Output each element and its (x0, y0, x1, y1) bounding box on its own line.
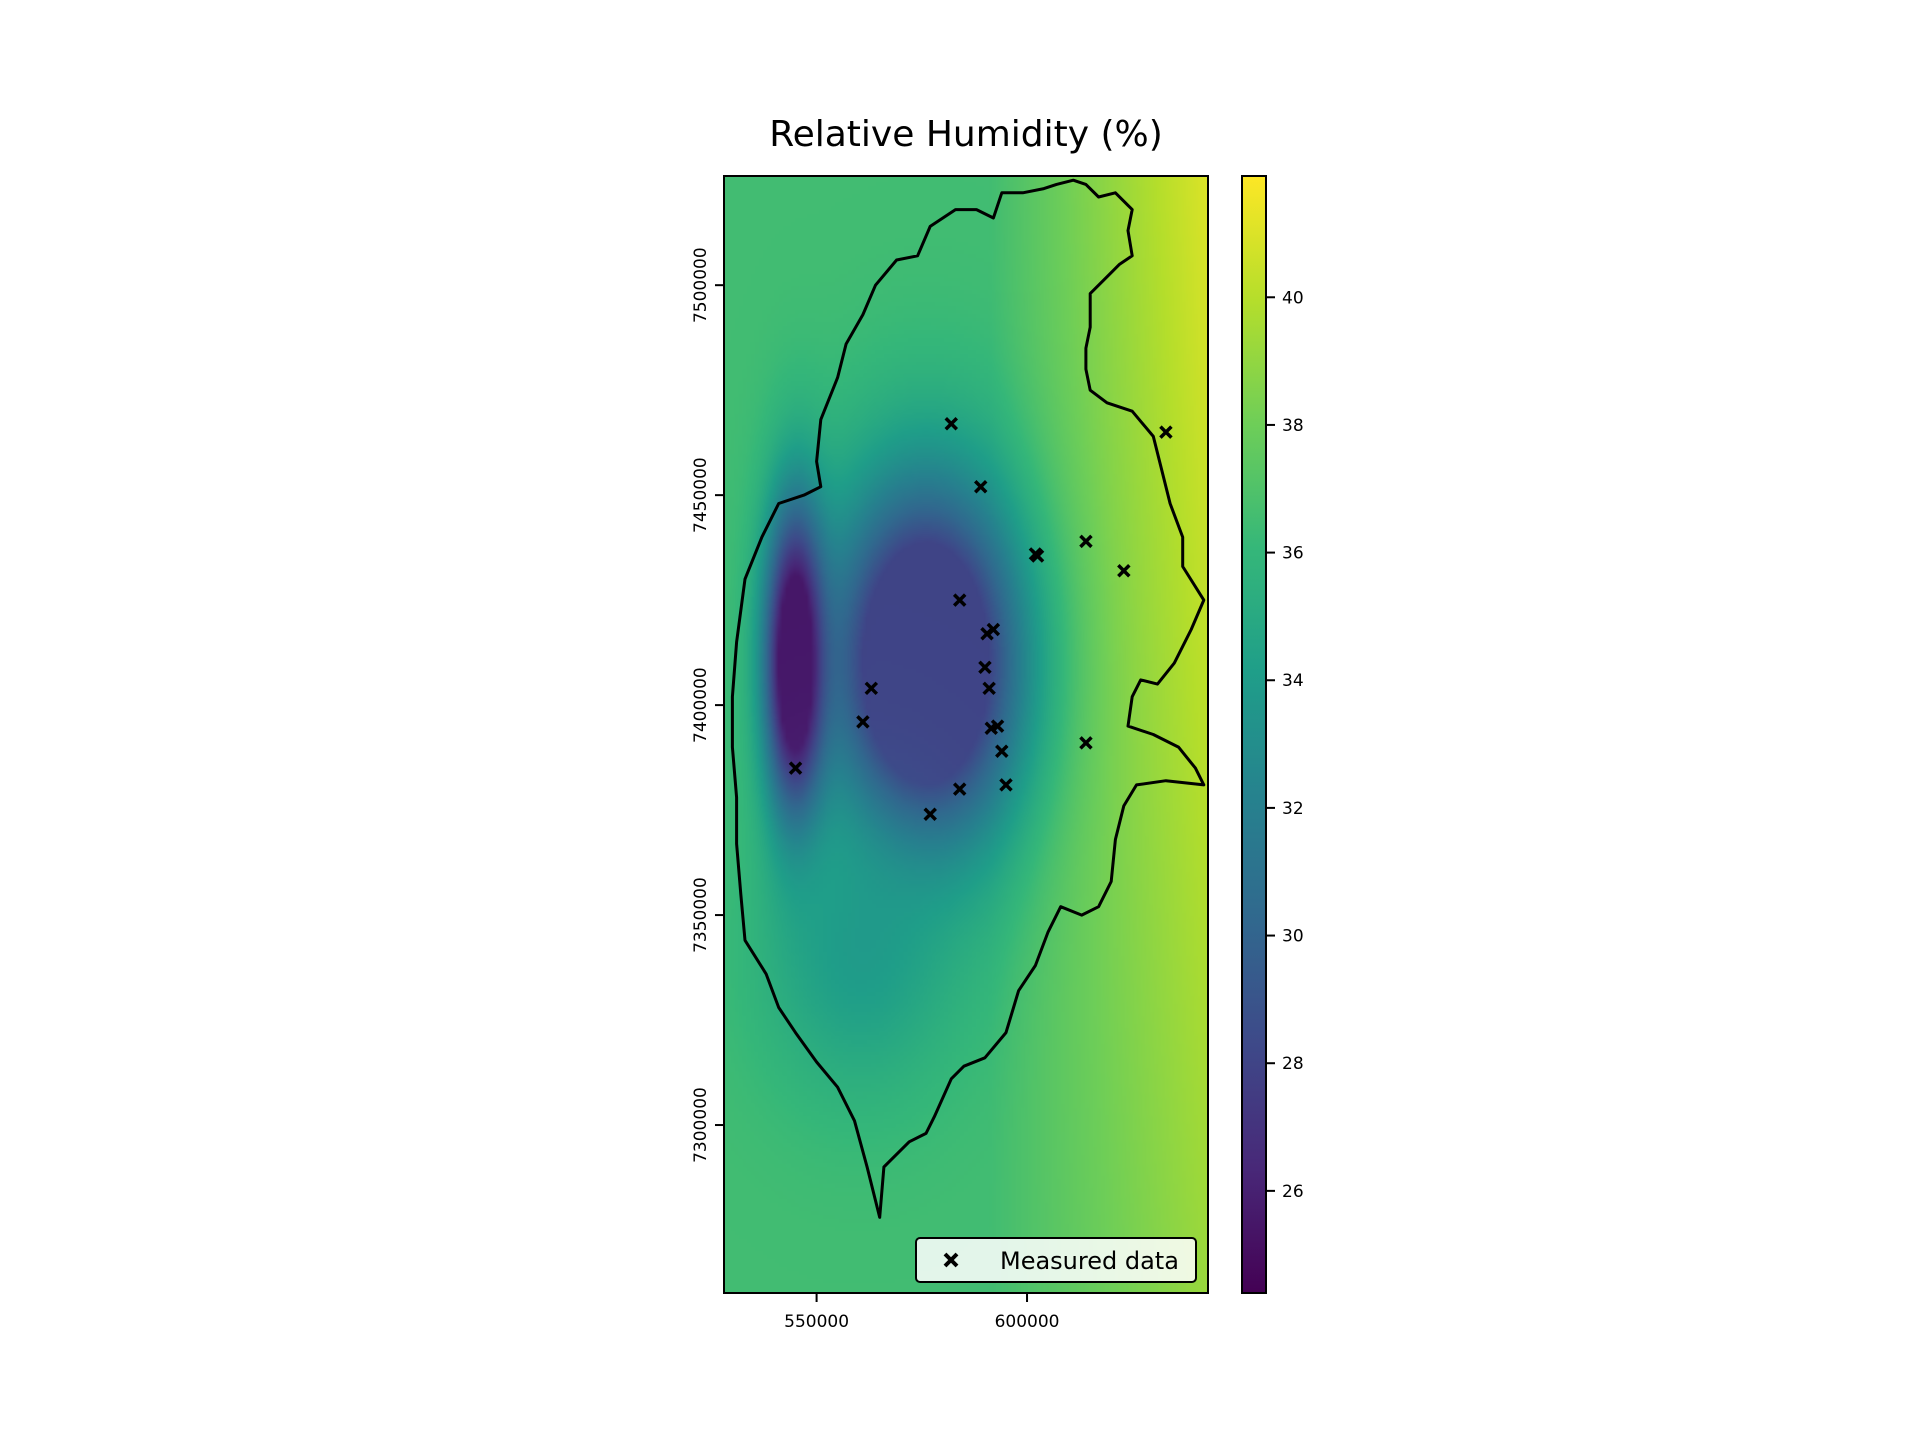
measured-point (973, 480, 988, 494)
measured-point (1117, 563, 1131, 578)
chart-title: Relative Humidity (%) (769, 114, 1163, 155)
measured-point (999, 778, 1013, 792)
x-axis: 550000 600000 (784, 1293, 1059, 1332)
colorbar-tick-label: 26 (1282, 1182, 1304, 1202)
measured-point (995, 744, 1009, 759)
plot-frame (723, 175, 1209, 1294)
measured-point (1079, 534, 1093, 549)
y-tick-label: 7500000 (691, 247, 711, 323)
colorbar-tick-label: 28 (1282, 1054, 1304, 1074)
colorbar: 26 28 30 32 34 36 38 40 (1241, 175, 1304, 1294)
measured-point (923, 807, 937, 822)
colorbar-ticks: 26 28 30 32 34 36 38 40 (1266, 288, 1304, 1202)
measured-point (980, 626, 994, 641)
y-tick-label: 7300000 (691, 1087, 711, 1163)
measured-point (952, 593, 967, 607)
legend-marker-x (943, 1252, 959, 1268)
measured-point (1159, 425, 1173, 439)
colorbar-tick-label: 30 (1282, 927, 1304, 947)
measured-point (978, 660, 992, 675)
y-tick-label: 7450000 (691, 457, 711, 533)
measured-point (952, 782, 967, 796)
colorbar-tick-label: 40 (1282, 288, 1304, 308)
legend-box (915, 1237, 1197, 1283)
measured-point (856, 715, 870, 729)
y-tick-label: 7350000 (691, 877, 711, 953)
colorbar-tick-label: 34 (1282, 671, 1304, 691)
basin-boundary (730, 178, 1206, 1219)
plot-area (724, 176, 1208, 1293)
legend-label: Measured data (1000, 1247, 1179, 1275)
measured-point (864, 681, 879, 696)
measured-point (944, 417, 959, 431)
measured-points (788, 417, 1173, 822)
heatmap-raster (724, 176, 1208, 1293)
x-tick-label: 600000 (995, 1312, 1060, 1332)
colorbar-tick-label: 32 (1282, 799, 1304, 819)
measured-point (982, 681, 996, 696)
y-tick-label: 7400000 (691, 667, 711, 743)
x-tick-label: 550000 (784, 1312, 849, 1332)
y-axis: 7300000 7350000 7400000 7450000 7500000 (691, 247, 724, 1163)
measured-point (1030, 549, 1045, 563)
colorbar-gradient (1241, 175, 1267, 1294)
measured-point (788, 761, 803, 775)
measured-point (984, 721, 998, 735)
colorbar-tick-label: 36 (1282, 544, 1304, 564)
colorbar-tick-label: 38 (1282, 416, 1304, 436)
legend: Measured data (915, 1237, 1197, 1283)
measured-point (1079, 736, 1093, 750)
